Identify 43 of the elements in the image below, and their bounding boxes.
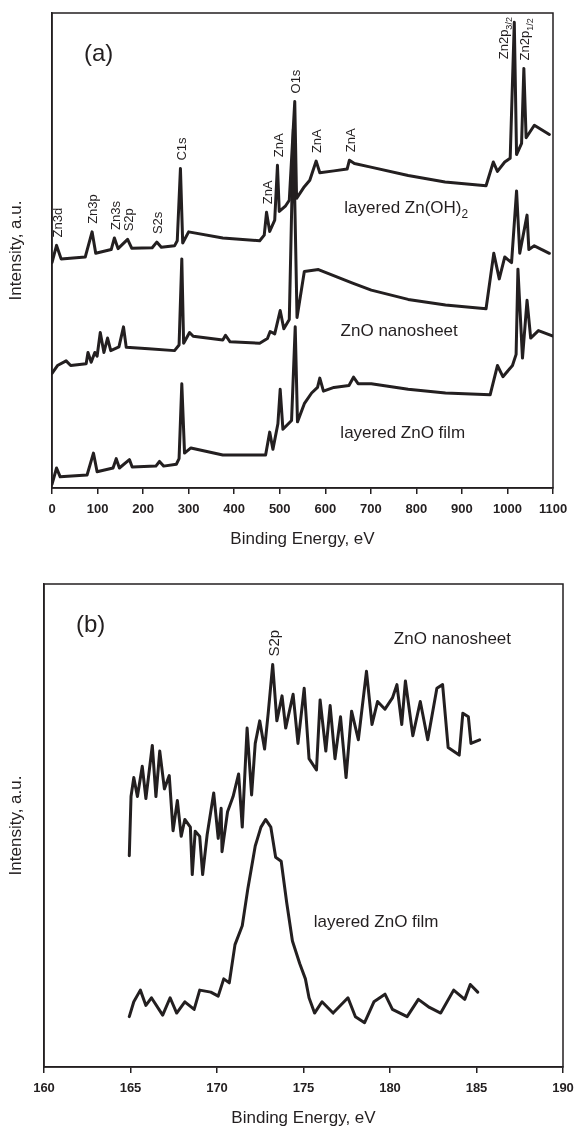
annotation: Zn2p1/2 [517, 18, 535, 61]
series-label: layered ZnO film [340, 423, 466, 443]
x-tick-label: 0 [48, 501, 56, 517]
series-label: layered ZnO film [313, 911, 439, 931]
annotation: O1s [287, 69, 303, 94]
annotation: S2s [149, 211, 165, 235]
x-tick-label: 800 [405, 501, 428, 517]
x-tick-label: 500 [268, 501, 291, 517]
x-tick-label: 600 [314, 501, 337, 517]
series-label: ZnO nanosheet [340, 321, 459, 340]
x-tick-label: 170 [206, 1080, 228, 1096]
annotation: Zn2p3/2 [496, 16, 515, 60]
x-tick-label: 190 [552, 1080, 574, 1096]
x-tick-label: 200 [132, 501, 154, 517]
x-tick-label: 900 [451, 501, 473, 517]
x-tick-label: 300 [177, 501, 200, 517]
text: ZnO nanosheet [393, 629, 512, 649]
y-axis-title: Intensity, a.u. [5, 775, 25, 876]
x-tick-label: 165 [119, 1080, 142, 1096]
x-tick-label: 180 [379, 1080, 401, 1096]
x-tick-label: 185 [465, 1080, 488, 1096]
x-axis-title: Binding Energy, eV [230, 529, 376, 549]
annotation: S2p [120, 208, 136, 232]
annotation: Zn3p [85, 194, 101, 224]
annotation: Zn3s [107, 200, 123, 230]
annotation: C1s [173, 136, 189, 161]
annotation: (a) [84, 39, 114, 66]
annotation: ZnA [309, 128, 325, 154]
text: (b) [76, 610, 106, 637]
annotation: ZnA [270, 133, 286, 158]
annotation: ZnA [259, 180, 275, 205]
x-tick-label: 100 [86, 501, 109, 517]
x-tick-label: 1100 [538, 501, 568, 517]
x-tick-label: 160 [33, 1080, 55, 1096]
x-tick-label: 700 [359, 501, 382, 517]
annotation: ZnA [342, 127, 358, 153]
x-tick-label: 400 [223, 501, 246, 517]
x-tick-label: 1000 [492, 501, 522, 517]
x-tick-label: 175 [292, 1080, 315, 1096]
y-axis-title: Intensity, a.u. [5, 200, 25, 301]
annotation: S2p [264, 629, 282, 657]
x-axis-title: Binding Energy, eV [231, 1108, 377, 1128]
annotation: Zn3d [49, 207, 65, 238]
